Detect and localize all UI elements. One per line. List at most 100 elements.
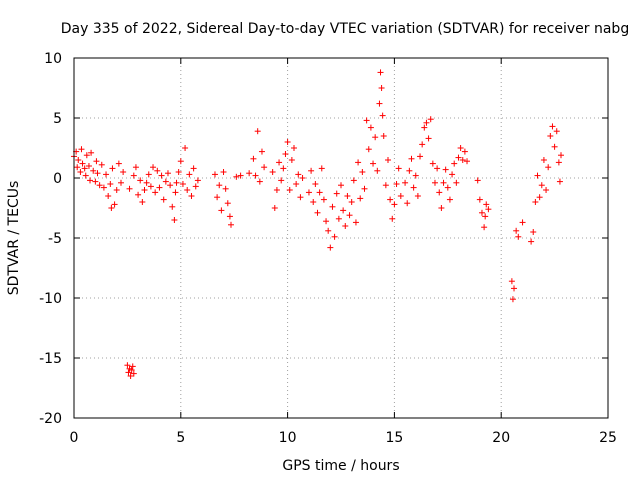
data-point — [90, 167, 97, 174]
data-point — [331, 233, 338, 240]
data-point — [534, 172, 541, 179]
data-point — [310, 199, 317, 205]
data-point — [167, 182, 174, 189]
data-point — [379, 112, 386, 119]
y-tick-label: 0 — [53, 171, 62, 187]
data-point — [406, 167, 413, 174]
data-point — [459, 157, 466, 163]
data-point — [316, 189, 323, 196]
data-point — [549, 123, 556, 130]
data-point — [141, 187, 148, 193]
data-point — [92, 178, 99, 185]
data-point — [476, 196, 483, 203]
data-point — [276, 159, 283, 166]
data-point — [528, 238, 535, 245]
data-point — [171, 217, 178, 223]
data-point — [545, 164, 552, 171]
data-point — [137, 177, 144, 184]
data-point — [338, 182, 344, 189]
data-point — [113, 187, 120, 193]
data-point — [216, 182, 223, 189]
data-point — [485, 206, 492, 213]
data-point — [543, 187, 550, 193]
data-point — [81, 165, 88, 172]
data-point — [436, 189, 443, 196]
data-point — [120, 169, 127, 175]
data-point — [359, 169, 366, 175]
data-point — [85, 163, 92, 169]
data-point — [482, 213, 489, 220]
data-point — [425, 135, 432, 142]
data-point — [237, 172, 244, 179]
x-tick-label: 0 — [70, 430, 79, 446]
data-point — [96, 182, 103, 189]
data-point — [438, 205, 445, 211]
data-point — [130, 172, 137, 179]
data-point — [254, 128, 261, 135]
data-point — [129, 363, 136, 370]
data-point — [305, 189, 312, 196]
data-point — [431, 179, 438, 186]
data-point — [556, 178, 563, 185]
data-point — [553, 128, 560, 135]
x-tick-label: 20 — [492, 430, 510, 446]
data-point — [367, 124, 374, 131]
data-point — [222, 185, 229, 192]
x-tick-label: 10 — [279, 430, 297, 446]
y-tick-label: -15 — [39, 351, 62, 367]
data-point — [124, 362, 131, 369]
data-point — [280, 165, 287, 172]
plot-frame — [73, 57, 609, 419]
data-point — [154, 167, 161, 174]
data-point — [227, 221, 234, 228]
data-point — [532, 199, 539, 205]
data-point — [186, 171, 193, 178]
data-point — [162, 178, 169, 185]
data-point — [376, 100, 383, 107]
data-point — [355, 159, 362, 166]
data-point — [427, 116, 434, 123]
data-point — [164, 170, 171, 177]
data-point — [82, 172, 89, 179]
data-point — [299, 175, 306, 181]
data-point — [226, 213, 233, 220]
data-point — [312, 181, 319, 187]
data-point — [363, 117, 370, 124]
data-point — [530, 229, 537, 235]
data-point — [87, 177, 94, 184]
data-point — [278, 177, 285, 184]
data-point — [127, 373, 134, 379]
data-point — [295, 171, 302, 178]
data-point — [440, 179, 447, 186]
data-point — [233, 173, 240, 180]
data-point — [246, 170, 253, 177]
data-point — [342, 223, 349, 229]
data-point — [94, 170, 101, 177]
data-point — [74, 164, 81, 171]
data-point — [384, 157, 391, 163]
data-point — [179, 181, 186, 187]
data-point — [320, 196, 327, 203]
data-point — [108, 205, 115, 211]
data-point — [214, 194, 221, 201]
data-point — [258, 148, 265, 155]
data-point — [513, 227, 520, 234]
data-point — [224, 200, 231, 207]
data-point — [250, 155, 257, 162]
data-point — [160, 196, 167, 203]
data-point — [481, 224, 488, 231]
data-point — [429, 160, 436, 167]
data-point — [555, 159, 562, 166]
data-point — [457, 145, 464, 151]
data-point — [273, 187, 280, 193]
data-point — [132, 164, 139, 171]
data-point — [211, 171, 218, 178]
data-point — [194, 177, 201, 184]
data-point — [93, 158, 100, 165]
data-point — [175, 169, 182, 175]
data-point — [515, 233, 522, 240]
data-point — [282, 151, 289, 157]
data-point — [218, 207, 225, 214]
data-point — [478, 209, 485, 216]
